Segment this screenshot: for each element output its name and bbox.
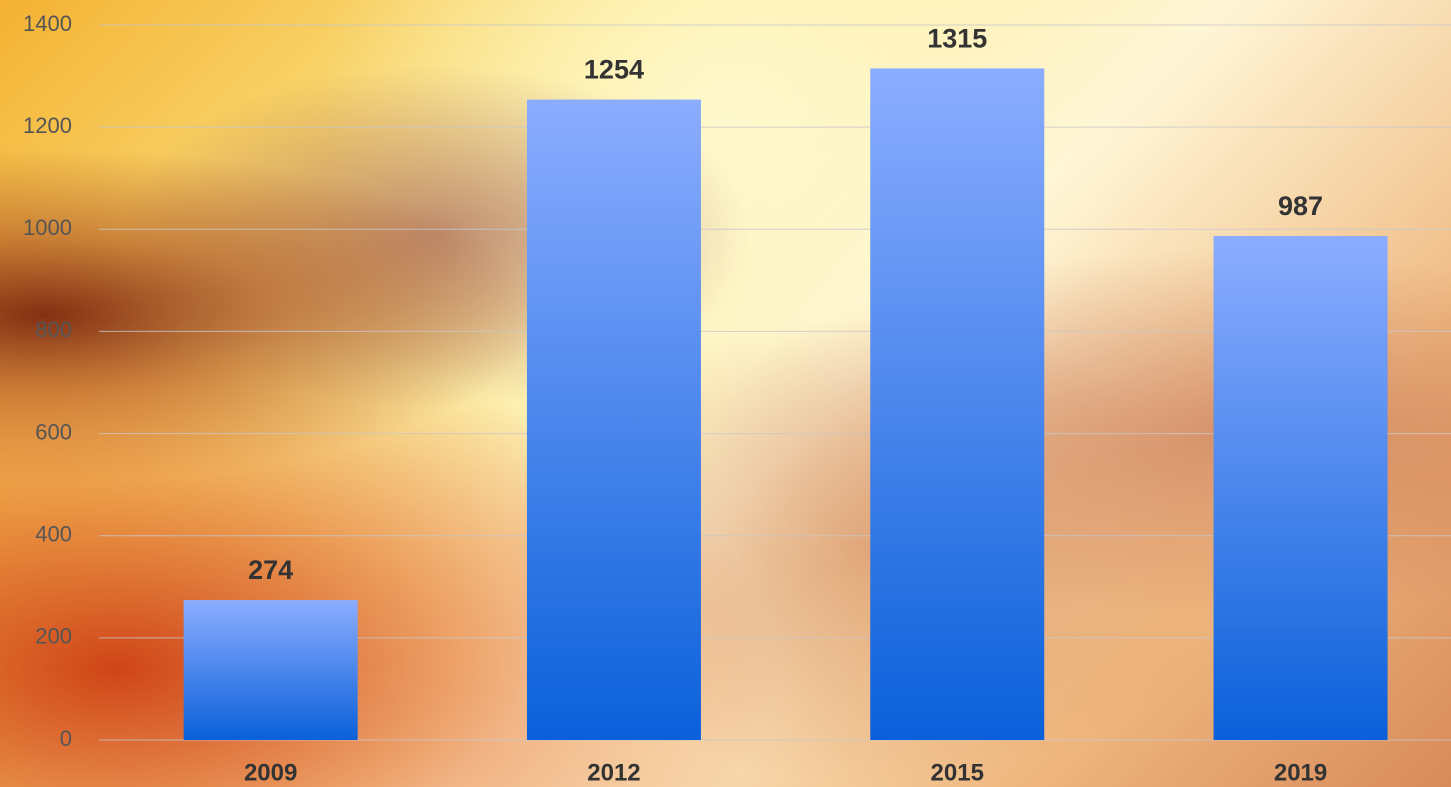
value-label: 1315 [927, 24, 987, 54]
x-tick-label: 2019 [1274, 759, 1327, 786]
bar [870, 68, 1044, 740]
bar [1214, 236, 1388, 740]
x-tick-label: 2009 [244, 759, 297, 786]
value-label: 274 [248, 555, 293, 585]
y-tick-label: 1400 [23, 11, 72, 36]
y-tick-label: 200 [35, 624, 72, 649]
y-tick-label: 1000 [23, 215, 72, 240]
y-tick-label: 1200 [23, 113, 72, 138]
y-tick-label: 0 [60, 726, 72, 751]
y-tick-label: 600 [35, 419, 72, 444]
value-label: 1254 [584, 55, 644, 85]
bar [184, 600, 358, 740]
value-label: 987 [1278, 191, 1323, 221]
page: 0 200 400 600 800 1000 1200 1400 2009 274 2012 1254… [0, 0, 1451, 787]
x-tick-label: 2012 [587, 759, 640, 786]
y-tick-label: 400 [35, 522, 72, 547]
x-tick-label: 2015 [931, 759, 984, 786]
y-tick-label: 800 [35, 317, 72, 342]
chart: 0 200 400 600 800 1000 1200 1400 2009 274 2012 1254… [0, 0, 1451, 787]
bar [527, 100, 701, 740]
